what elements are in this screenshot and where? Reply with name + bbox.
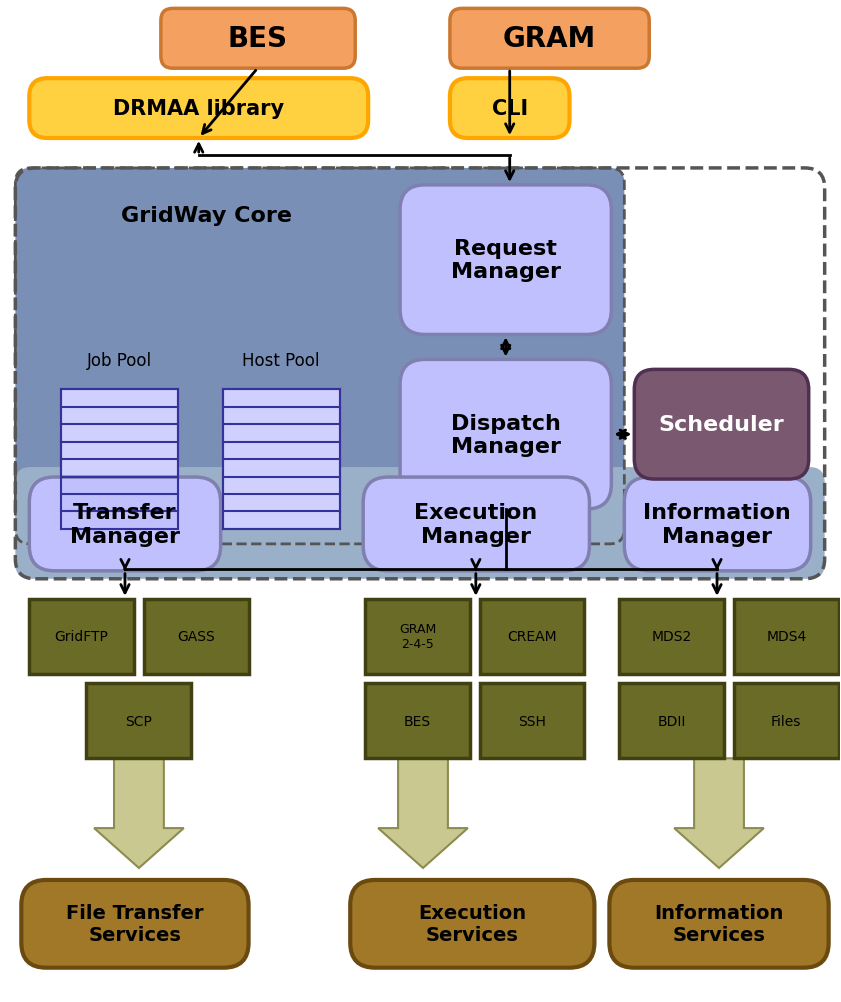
FancyBboxPatch shape [365,683,470,759]
FancyBboxPatch shape [15,468,825,579]
Text: DRMAA library: DRMAA library [114,99,284,119]
Text: CLI: CLI [492,99,528,119]
Text: BES: BES [228,25,288,53]
Text: Information
Services: Information Services [654,904,784,944]
FancyBboxPatch shape [86,683,191,759]
FancyBboxPatch shape [350,880,595,968]
Text: GridWay Core: GridWay Core [121,205,292,225]
FancyBboxPatch shape [624,478,811,571]
FancyBboxPatch shape [61,390,177,529]
FancyBboxPatch shape [21,880,249,968]
Text: BDII: BDII [658,714,686,728]
FancyBboxPatch shape [363,478,590,571]
FancyBboxPatch shape [634,370,809,480]
FancyBboxPatch shape [734,683,838,759]
FancyBboxPatch shape [29,79,368,139]
Text: Files: Files [771,714,801,728]
Text: Host Pool: Host Pool [241,352,320,370]
FancyBboxPatch shape [619,599,724,674]
FancyBboxPatch shape [480,683,584,759]
Text: Transfer
Manager: Transfer Manager [70,503,180,546]
FancyBboxPatch shape [400,185,611,335]
FancyBboxPatch shape [734,599,838,674]
Text: GASS: GASS [177,629,215,643]
FancyBboxPatch shape [223,390,341,529]
Text: CREAM: CREAM [507,629,557,643]
Text: BES: BES [404,714,431,728]
FancyBboxPatch shape [29,599,134,674]
FancyBboxPatch shape [15,168,624,544]
Text: GridFTP: GridFTP [55,629,108,643]
FancyBboxPatch shape [450,79,569,139]
Text: MDS4: MDS4 [766,629,807,643]
Text: Execution
Manager: Execution Manager [414,503,537,546]
FancyBboxPatch shape [29,478,220,571]
FancyBboxPatch shape [480,599,584,674]
Text: Job Pool: Job Pool [87,352,151,370]
FancyBboxPatch shape [161,9,355,69]
Text: GRAM: GRAM [503,25,596,53]
Text: SCP: SCP [125,714,152,728]
Text: MDS2: MDS2 [652,629,692,643]
Text: Execution
Services: Execution Services [418,904,526,944]
Text: Information
Manager: Information Manager [643,503,791,546]
Text: GRAM
2-4-5: GRAM 2-4-5 [399,622,436,650]
Text: Dispatch
Manager: Dispatch Manager [451,413,561,456]
Text: Request
Manager: Request Manager [451,238,561,282]
FancyBboxPatch shape [450,9,649,69]
Text: SSH: SSH [518,714,546,728]
FancyArrow shape [378,759,468,868]
Text: File Transfer
Services: File Transfer Services [66,904,204,944]
Text: Scheduler: Scheduler [659,415,784,435]
FancyArrow shape [674,759,764,868]
FancyBboxPatch shape [619,683,724,759]
FancyBboxPatch shape [610,880,828,968]
FancyBboxPatch shape [365,599,470,674]
FancyArrow shape [94,759,184,868]
FancyBboxPatch shape [400,360,611,509]
FancyBboxPatch shape [144,599,249,674]
